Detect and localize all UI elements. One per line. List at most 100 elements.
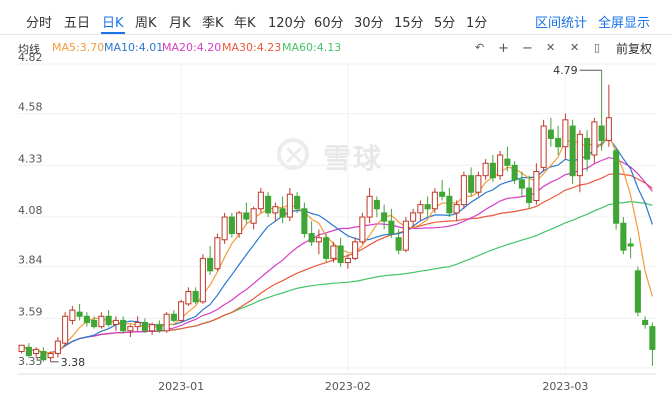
tab-120min[interactable]: 120分 [268,16,306,31]
candle-body [417,204,424,214]
candle-body [518,179,525,189]
candle-body [446,195,453,214]
candle-body [613,150,620,224]
candle-body [272,206,279,214]
candle-body [120,319,127,332]
y-tick-label: 4.58 [18,101,43,114]
candle-body [294,195,301,210]
undo-icon[interactable]: ↶ [475,41,485,54]
candle-body [308,233,315,243]
candle-body [381,212,388,222]
price-adjust-label[interactable]: 前复权 [616,42,653,56]
candle-body [134,322,141,328]
legend-ma20: MA20:4.20 [162,41,222,54]
candle-body [627,243,634,247]
ma-legend: 均线 MA5:3.70 MA10:4.01 MA20:4.20 MA30:4.2… [0,41,672,57]
tab-daily-k[interactable]: 日K [102,16,124,31]
tab-15min[interactable]: 15分 [394,16,424,31]
y-tick-label: 4.33 [18,152,43,165]
candle-body [141,322,148,332]
candle-body [402,220,409,251]
candle-body [279,208,286,218]
legend-ma10: MA10:4.01 [104,41,164,54]
high-label: 4.79 [553,64,578,77]
candle-body [642,319,649,326]
candle-body [424,204,431,210]
minus-icon[interactable]: − [522,41,533,56]
tab-30min[interactable]: 30分 [354,16,384,31]
tab-five-day[interactable]: 五日 [64,16,91,31]
candle-body [98,315,105,328]
range-stats-link[interactable]: 区间统计 [535,16,588,31]
close-icon[interactable]: ✕ [546,41,556,54]
candle-body [634,270,641,313]
candle-body [69,309,76,321]
y-tick-label: 3.84 [18,254,43,267]
candle-body [83,315,90,324]
candle-body [547,129,554,139]
tab-intraday[interactable]: 分时 [26,16,53,31]
tab-5min[interactable]: 5分 [434,16,456,31]
legend-ma5: MA5:3.70 [52,41,105,54]
ma20-line [21,156,653,354]
close-icon[interactable]: ✕ [570,41,580,54]
candle-body [439,191,446,197]
active-tab-indicator [101,32,125,34]
candle-body [286,193,293,218]
bars-icon[interactable]: ▯ [594,41,601,54]
candle-body [366,195,373,218]
tab-monthly-k[interactable]: 月K [169,16,191,31]
candle-body [533,171,540,201]
candle-body [185,290,192,305]
candle-body [489,162,496,179]
candle-body [40,350,47,361]
candle-body [149,324,156,332]
candle-body [236,212,243,235]
candle-body [192,290,199,303]
x-tick-label: 2023-01 [158,380,204,393]
candle-body [127,326,134,332]
candle-body [25,346,32,357]
candle-body [410,212,417,222]
candle-body [170,313,177,321]
candle-body [91,319,98,328]
candle-body [18,344,25,352]
x-tick-label: 2023-02 [325,380,371,393]
candle-body [511,164,518,181]
candle-body [526,187,533,204]
watermark-logo [277,138,309,170]
tab-quarterly-k[interactable]: 季K [202,16,224,31]
candle-body [315,237,322,243]
tab-1min[interactable]: 1分 [466,16,488,31]
candle-body [497,154,504,177]
watermark-text: 雪球 [323,142,384,175]
candle-body [540,125,547,168]
plus-icon[interactable]: + [498,41,509,56]
fullscreen-link[interactable]: 全屏显示 [598,16,651,31]
candle-body [214,237,221,270]
candle-body [221,216,228,241]
candle-body [228,216,235,235]
candle-body [337,245,344,264]
tab-60min[interactable]: 60分 [314,16,344,31]
tab-weekly-k[interactable]: 周K [135,16,157,31]
candle-body [482,162,489,177]
candle-body [359,216,366,243]
candle-body [54,340,61,355]
y-tick-label: 3.35 [18,355,43,368]
candle-body [569,125,576,177]
candle-body [395,237,402,251]
candle-body [199,257,206,303]
candle-body [344,257,351,264]
ma5-line [21,133,653,354]
y-tick-label: 4.08 [18,204,43,217]
candle-body [475,175,482,193]
period-tabs: 分时 五日 日K 周K 月K 季K 年K 120分 60分 30分 15分 5分… [0,0,672,36]
legend-ma60: MA60:4.13 [282,41,342,54]
tab-yearly-k[interactable]: 年K [234,16,256,31]
candle-body [468,175,475,193]
candle-body [576,133,583,177]
candle-body [207,257,214,272]
candle-body [323,237,330,259]
